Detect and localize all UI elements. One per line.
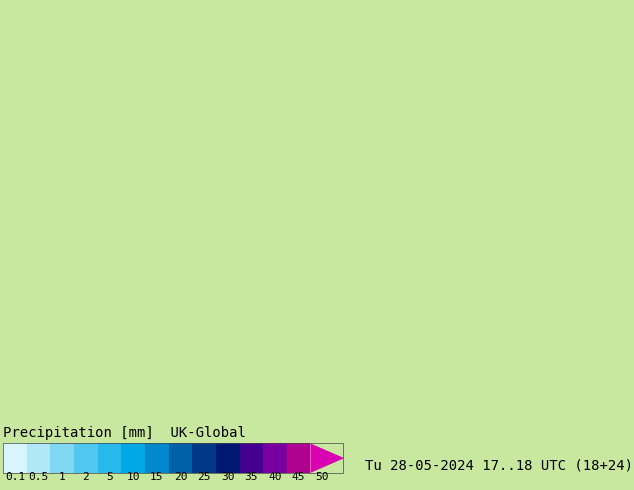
Text: 35: 35 bbox=[245, 472, 258, 482]
Text: 15: 15 bbox=[150, 472, 164, 482]
Text: 30: 30 bbox=[221, 472, 235, 482]
Text: 5: 5 bbox=[106, 472, 113, 482]
Text: 50: 50 bbox=[316, 472, 329, 482]
Text: 40: 40 bbox=[268, 472, 281, 482]
Text: 0.5: 0.5 bbox=[29, 472, 49, 482]
Text: 2: 2 bbox=[82, 472, 89, 482]
Text: 0.1: 0.1 bbox=[5, 472, 25, 482]
Text: Tu 28-05-2024 17..18 UTC (18+24): Tu 28-05-2024 17..18 UTC (18+24) bbox=[365, 459, 633, 472]
Text: 10: 10 bbox=[126, 472, 140, 482]
Text: 45: 45 bbox=[292, 472, 306, 482]
Text: 1: 1 bbox=[59, 472, 66, 482]
Text: Precipitation [mm]  UK-Global: Precipitation [mm] UK-Global bbox=[3, 426, 246, 440]
Text: 20: 20 bbox=[174, 472, 187, 482]
Text: 25: 25 bbox=[197, 472, 211, 482]
